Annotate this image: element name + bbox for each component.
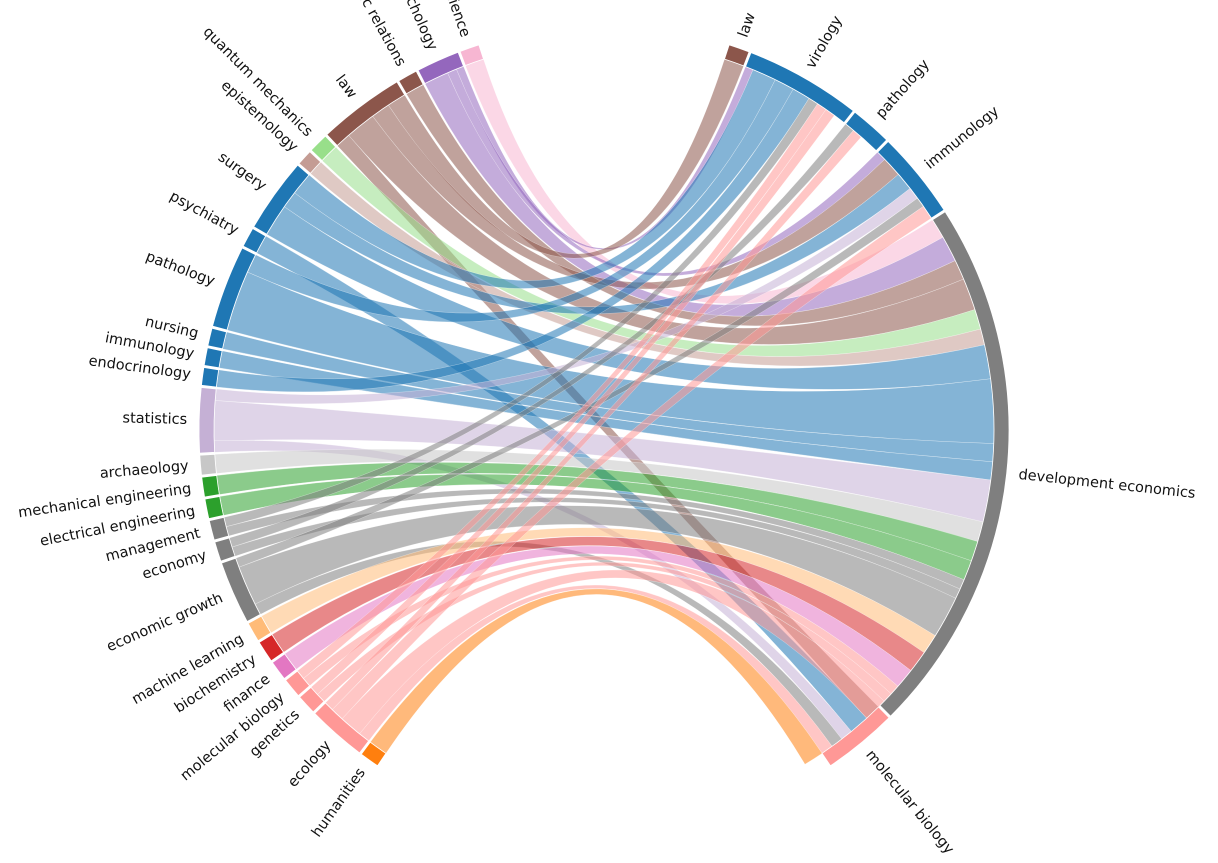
node-label-left-law: law <box>332 72 360 102</box>
node-arc-left-molecular-biology[interactable] <box>285 670 311 697</box>
node-arc-left-social-science[interactable] <box>459 44 484 66</box>
node-label-right-pathology: pathology <box>873 57 933 122</box>
node-arc-left-epistemology[interactable] <box>298 151 322 174</box>
node-arc-left-public-relations[interactable] <box>398 70 424 95</box>
node-arc-right-law[interactable] <box>724 44 750 67</box>
node-arc-right-virology[interactable] <box>745 52 854 124</box>
node-arc-left-statistics[interactable] <box>198 386 217 454</box>
node-arc-left-ecology[interactable] <box>314 702 370 754</box>
node-arc-left-economy[interactable] <box>214 537 236 562</box>
node-arc-right-molecular-biology[interactable] <box>821 706 890 767</box>
node-arc-left-machine-learning[interactable] <box>247 615 272 642</box>
node-arc-left-pathology[interactable] <box>212 247 257 331</box>
node-arc-right-development-economics[interactable] <box>879 211 1010 717</box>
node-arc-layer <box>198 44 1010 767</box>
node-arc-left-humanities[interactable] <box>360 741 387 767</box>
node-arc-right-pathology[interactable] <box>845 111 888 152</box>
node-label-right-immunology: immunology <box>922 103 1002 173</box>
node-label-left-public-relations: public relations <box>341 0 409 69</box>
node-arc-left-social-psychology[interactable] <box>417 51 464 85</box>
node-arc-left-mechanical-engineering[interactable] <box>201 475 220 498</box>
node-arc-left-law[interactable] <box>326 81 406 147</box>
node-arc-left-surgery[interactable] <box>253 164 310 235</box>
ribbon-humanities-to-molecular-biology[interactable] <box>369 588 823 765</box>
node-arc-left-nursing[interactable] <box>207 327 228 350</box>
node-label-right-law: law <box>736 11 759 40</box>
node-label-left-surgery: surgery <box>215 149 270 194</box>
node-label-left-psychiatry: psychiatry <box>167 189 242 239</box>
node-arc-left-finance[interactable] <box>271 653 297 680</box>
node-label-left-ecology: ecology <box>285 737 335 790</box>
node-arc-left-biochemistry[interactable] <box>258 634 285 662</box>
node-arc-left-management[interactable] <box>208 516 230 541</box>
node-arc-left-endocrinology[interactable] <box>201 367 220 388</box>
node-label-right-development-economics: development economics <box>1018 467 1196 502</box>
node-arc-left-genetics[interactable] <box>299 686 325 713</box>
node-label-left-economic-growth: economic growth <box>104 590 225 655</box>
node-label-left-pathology: pathology <box>143 249 217 290</box>
node-label-left-humanities: humanities <box>309 765 369 840</box>
node-label-right-molecular-biology: molecular biology <box>862 747 957 857</box>
node-arc-left-electrical-engineering[interactable] <box>204 496 224 520</box>
node-label-left-archaeology: archaeology <box>99 458 190 482</box>
node-arc-left-psychiatry[interactable] <box>242 228 267 254</box>
node-label-right-virology: virology <box>803 13 846 72</box>
node-arc-left-archaeology[interactable] <box>199 453 217 476</box>
node-arc-left-economic-growth[interactable] <box>220 557 261 623</box>
node-label-left-statistics: statistics <box>122 410 187 428</box>
node-arc-left-immunology[interactable] <box>203 347 223 369</box>
node-arc-left-quantum-mechanics[interactable] <box>310 135 337 162</box>
ribbon-layer <box>213 58 995 765</box>
node-arc-right-immunology[interactable] <box>877 140 945 219</box>
